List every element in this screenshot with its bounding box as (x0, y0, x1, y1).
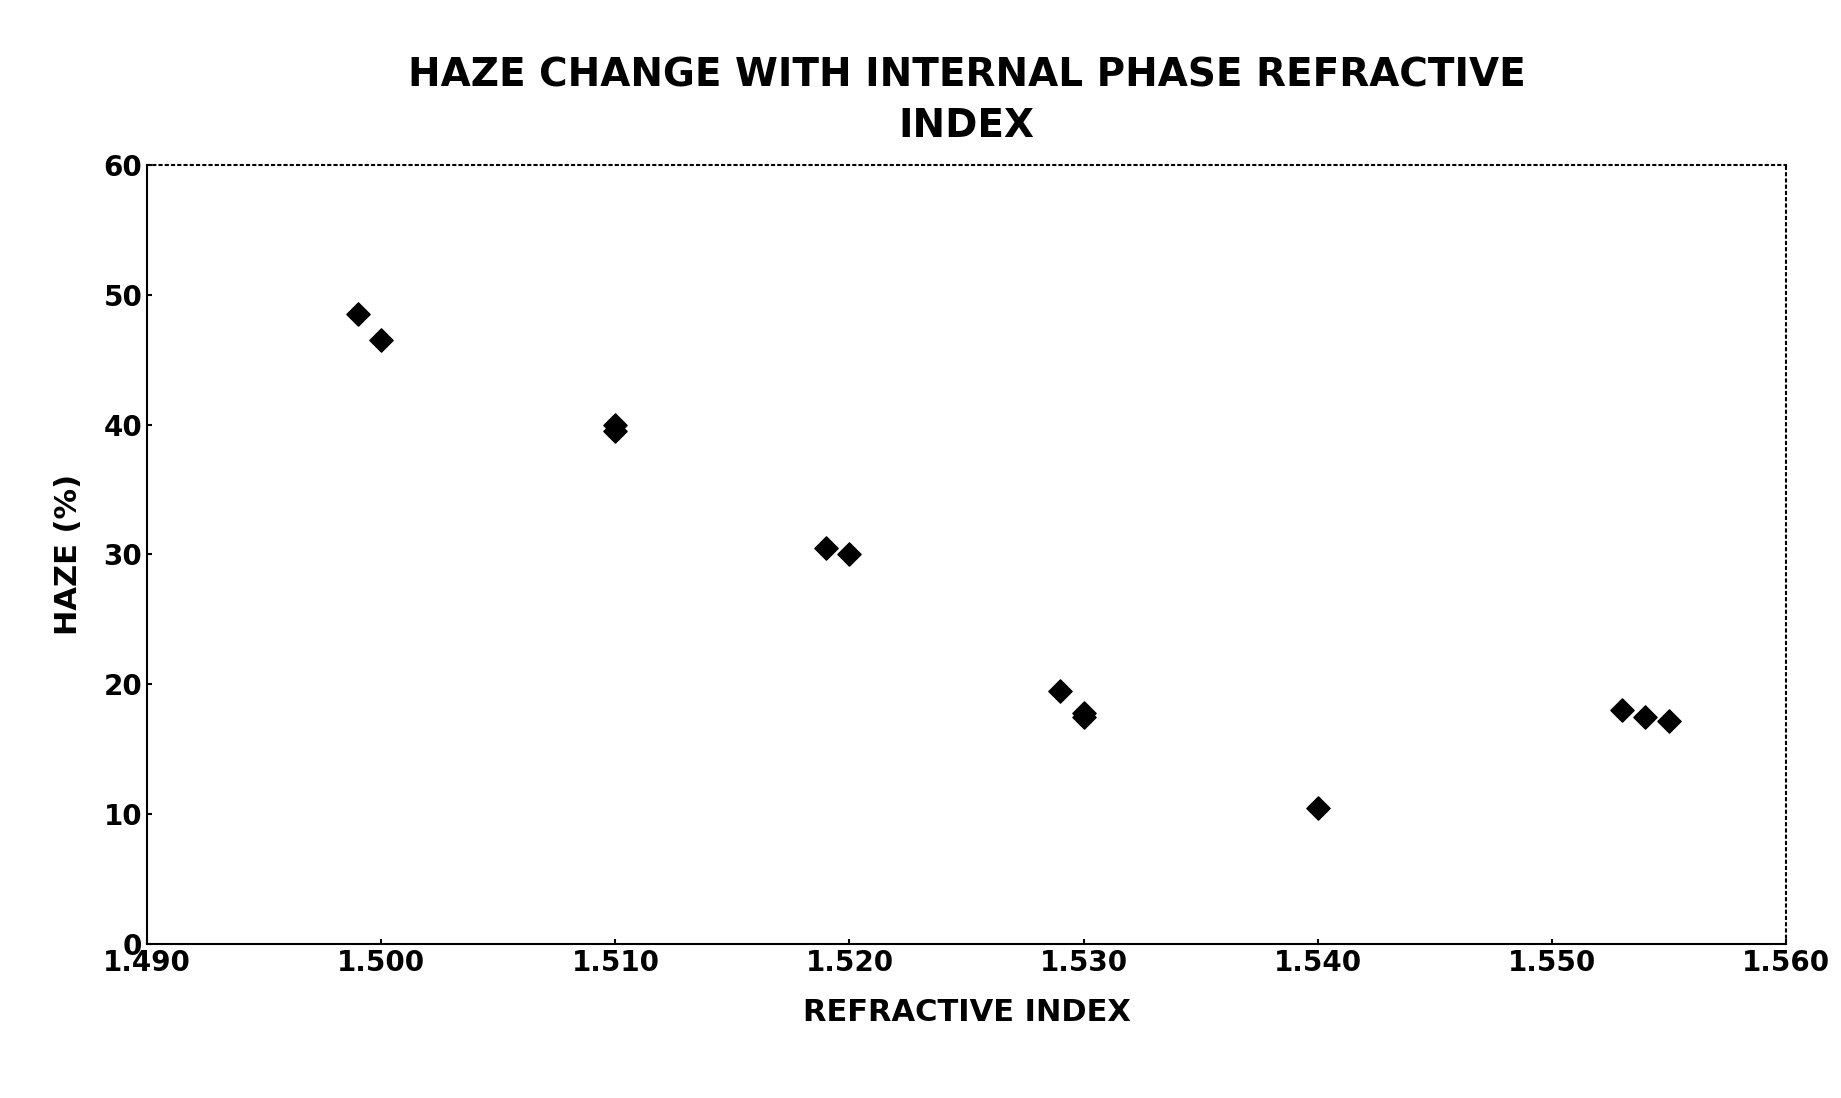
Point (1070, 704, 1099, 721)
Point (600, 416, 630, 434)
Point (1046, 682, 1075, 699)
Point (834, 546, 863, 563)
Point (1607, 702, 1637, 719)
Title: HAZE CHANGE WITH INTERNAL PHASE REFRACTIVE
INDEX: HAZE CHANGE WITH INTERNAL PHASE REFRACTI… (407, 57, 1526, 145)
Point (1070, 708, 1099, 726)
Point (1303, 799, 1333, 817)
X-axis label: REFRACTIVE INDEX: REFRACTIVE INDEX (803, 998, 1130, 1027)
Point (342, 305, 372, 323)
Y-axis label: HAZE (%): HAZE (%) (53, 474, 83, 635)
Point (600, 423, 630, 440)
Point (1653, 712, 1683, 729)
Point (1631, 708, 1661, 726)
Point (812, 539, 841, 557)
Point (366, 332, 396, 349)
